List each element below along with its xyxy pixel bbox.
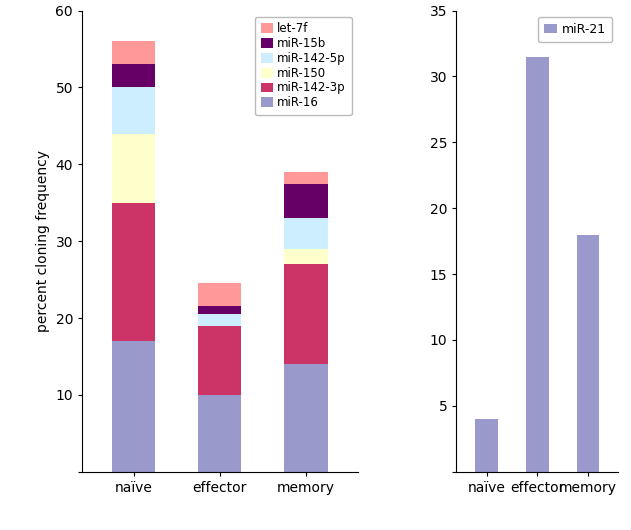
Bar xyxy=(526,57,549,472)
Bar xyxy=(198,284,242,306)
Bar xyxy=(112,64,155,87)
Bar xyxy=(285,218,327,249)
Bar xyxy=(198,306,242,314)
Bar xyxy=(112,87,155,134)
Bar xyxy=(112,134,155,203)
Bar xyxy=(198,395,242,472)
Bar xyxy=(285,172,327,183)
Y-axis label: percent cloning frequency: percent cloning frequency xyxy=(36,150,50,332)
Bar xyxy=(285,183,327,218)
Bar xyxy=(577,235,599,472)
Legend: let-7f, miR-15b, miR-142-5p, miR-150, miR-142-3p, miR-16: let-7f, miR-15b, miR-142-5p, miR-150, mi… xyxy=(255,16,352,115)
Bar xyxy=(285,249,327,264)
Bar xyxy=(112,41,155,64)
Bar xyxy=(285,264,327,364)
Bar xyxy=(112,203,155,341)
Bar xyxy=(198,325,242,395)
Bar xyxy=(198,314,242,325)
Bar xyxy=(475,419,498,472)
Bar xyxy=(112,341,155,472)
Bar xyxy=(285,364,327,472)
Legend: miR-21: miR-21 xyxy=(538,17,612,42)
